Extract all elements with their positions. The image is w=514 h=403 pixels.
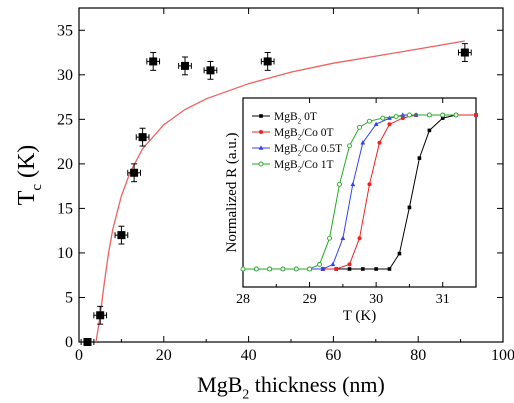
legend-label: MgB2/Co 0T bbox=[274, 127, 333, 141]
series-point bbox=[357, 124, 362, 130]
legend-label: MgB2 0T bbox=[274, 111, 317, 125]
inset-legend: MgB2 0T MgB2/Co 0T MgB2/Co 0.5T MgB2/Co 1T bbox=[252, 111, 342, 173]
series-point bbox=[397, 251, 402, 256]
data-point bbox=[138, 133, 147, 142]
series-point bbox=[426, 112, 432, 118]
series-point bbox=[280, 266, 286, 272]
series-point bbox=[360, 140, 366, 145]
data-point bbox=[149, 57, 158, 66]
main-plot: 0 20 40 60 80 100 0 5 10 15 20 25 30 35 MgB2 thickness… bbox=[14, 7, 514, 402]
series-mgb2-co-1t bbox=[240, 112, 459, 272]
series-point bbox=[317, 261, 323, 267]
series-point bbox=[440, 112, 446, 118]
series-point bbox=[393, 114, 399, 119]
series-point bbox=[347, 143, 352, 149]
series-point bbox=[374, 267, 378, 271]
data-point bbox=[181, 61, 189, 70]
legend-label: MgB2/Co 1T bbox=[274, 159, 333, 173]
inset-plot: 28 29 30 31T (K)Normalized R (a.u.)MgB2 0TM… bbox=[224, 97, 478, 324]
data-point bbox=[83, 338, 92, 346]
inset-x-tick-label: 28 bbox=[236, 292, 250, 307]
series-point bbox=[380, 115, 386, 121]
series-point bbox=[440, 116, 445, 120]
series-point bbox=[387, 122, 392, 127]
series-point bbox=[387, 267, 392, 271]
y-tick-label: 15 bbox=[57, 200, 73, 217]
series-point bbox=[377, 140, 382, 145]
x-tick-label: 60 bbox=[325, 347, 341, 364]
series-point bbox=[293, 266, 299, 272]
x-tick-label: 100 bbox=[491, 347, 514, 364]
series-point bbox=[407, 205, 412, 210]
series-point bbox=[453, 112, 459, 118]
series-point bbox=[474, 113, 478, 117]
y-tick-label: 30 bbox=[57, 67, 73, 84]
y-tick-label: 5 bbox=[65, 289, 73, 306]
inset-y-axis-label: Normalized R (a.u.) bbox=[224, 133, 240, 253]
series-point bbox=[267, 266, 273, 272]
y-tick-label: 10 bbox=[57, 245, 73, 262]
series-point bbox=[258, 161, 264, 167]
inset-x-tick-label: 29 bbox=[303, 292, 317, 307]
y-tick-label: 25 bbox=[57, 111, 73, 128]
series-point bbox=[327, 235, 332, 241]
series-point bbox=[240, 266, 246, 272]
y-tick-label: 35 bbox=[57, 22, 73, 39]
series-point bbox=[406, 112, 412, 118]
inset-x-axis-label: T (K) bbox=[343, 308, 376, 324]
series-point bbox=[367, 182, 372, 187]
series-point bbox=[320, 266, 326, 271]
series-point bbox=[334, 267, 339, 271]
y-tick-label: 0 bbox=[65, 334, 73, 351]
series-point bbox=[253, 266, 259, 272]
series-point bbox=[337, 181, 342, 187]
y-axis-label: Tc (K) bbox=[14, 145, 45, 206]
data-point bbox=[206, 66, 215, 75]
inset-x-tick-label: 31 bbox=[436, 292, 450, 307]
series-point bbox=[347, 267, 352, 271]
inset-x-tick-label: 30 bbox=[369, 292, 383, 307]
series-point bbox=[259, 114, 263, 118]
series-point bbox=[427, 128, 432, 133]
series-point bbox=[258, 145, 264, 150]
series-point bbox=[307, 266, 313, 272]
x-axis-label: MgB2 thickness (nm) bbox=[197, 372, 385, 402]
y-tick-label: 20 bbox=[57, 156, 73, 173]
series-point bbox=[400, 116, 405, 121]
series-point bbox=[340, 235, 346, 240]
legend-label: MgB2/Co 0.5T bbox=[274, 143, 342, 157]
series-point bbox=[373, 121, 379, 127]
data-point bbox=[117, 231, 126, 240]
fit-curve bbox=[95, 40, 465, 343]
series-point bbox=[330, 261, 336, 267]
series-point bbox=[417, 156, 422, 160]
data-point bbox=[96, 311, 105, 320]
x-tick-label: 80 bbox=[410, 347, 426, 364]
series-point bbox=[357, 236, 362, 241]
series-point bbox=[350, 181, 356, 187]
x-tick-label: 40 bbox=[241, 347, 257, 364]
series-point bbox=[347, 262, 352, 267]
x-tick-label: 20 bbox=[156, 347, 172, 364]
data-point bbox=[460, 48, 469, 57]
series-point bbox=[367, 118, 372, 124]
data-point bbox=[263, 57, 272, 66]
series-point bbox=[361, 267, 365, 271]
data-point bbox=[130, 168, 139, 177]
x-tick-label: 0 bbox=[75, 347, 83, 364]
series-point bbox=[259, 130, 263, 134]
